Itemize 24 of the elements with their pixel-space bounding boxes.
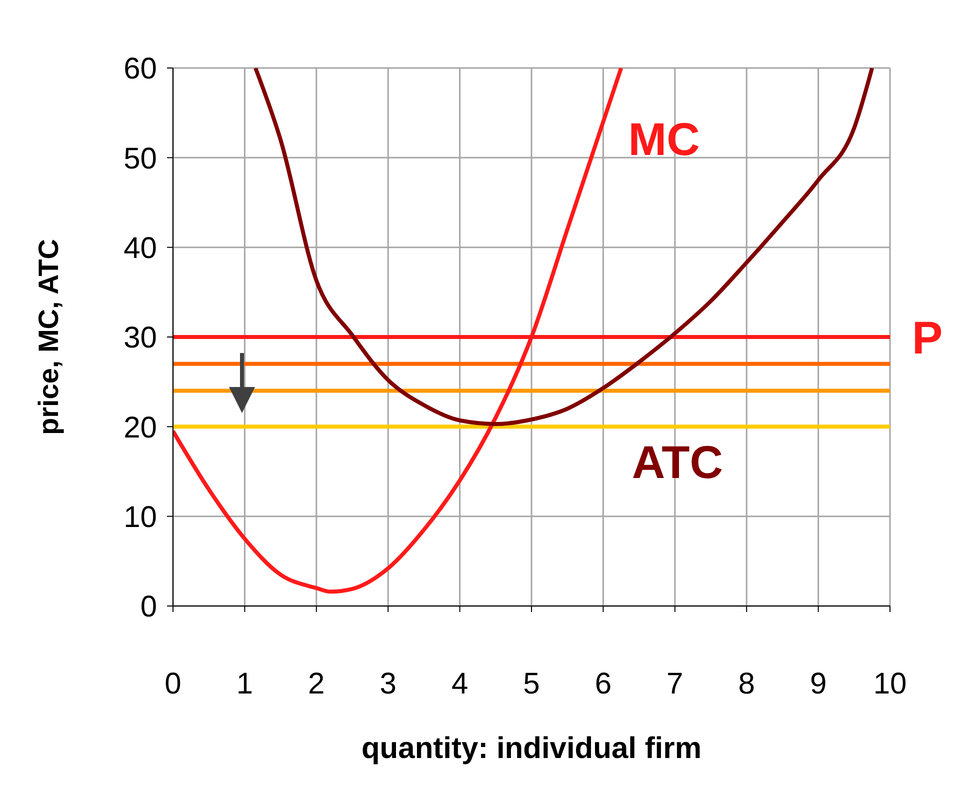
x-tick-label: 4 (451, 667, 468, 700)
y-axis-title: price, MC, ATC (32, 238, 64, 436)
x-tick-label: 9 (810, 667, 827, 700)
y-tick-label: 50 (124, 142, 157, 176)
y-tick-label: 0 (140, 590, 157, 624)
x-tick-label: 2 (308, 667, 325, 700)
x-axis-title: quantity: individual firm (361, 732, 702, 765)
series-label: ATC (632, 436, 723, 488)
line-series (253, 68, 874, 426)
y-tick-label: 20 (124, 411, 157, 444)
y-tick-label: 40 (124, 232, 157, 265)
series-label: MC (628, 112, 700, 165)
y-tick-label: 30 (124, 322, 157, 355)
x-tick-label: 7 (666, 667, 684, 700)
x-tick-label: 5 (523, 667, 540, 700)
x-tick-label: 0 (164, 667, 182, 700)
x-tick-label: 3 (380, 667, 396, 700)
y-tick-label: 10 (124, 500, 157, 534)
x-tick-label: 10 (873, 667, 907, 700)
x-tick-label: 1 (236, 667, 254, 700)
x-tick-label: 8 (738, 667, 755, 700)
ref-line-label: P (912, 311, 943, 364)
x-tick-label: 6 (594, 667, 612, 700)
y-tick-label: 60 (124, 52, 157, 86)
